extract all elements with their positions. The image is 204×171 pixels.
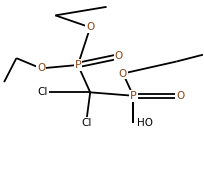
Text: HO: HO — [136, 118, 152, 128]
Text: O: O — [118, 69, 126, 78]
Text: P: P — [129, 91, 136, 101]
Text: O: O — [86, 22, 94, 32]
Text: Cl: Cl — [38, 87, 48, 97]
Text: O: O — [37, 63, 45, 73]
Text: Cl: Cl — [81, 118, 91, 128]
Text: O: O — [175, 91, 184, 101]
Text: P: P — [74, 60, 81, 70]
Text: O: O — [114, 51, 122, 61]
